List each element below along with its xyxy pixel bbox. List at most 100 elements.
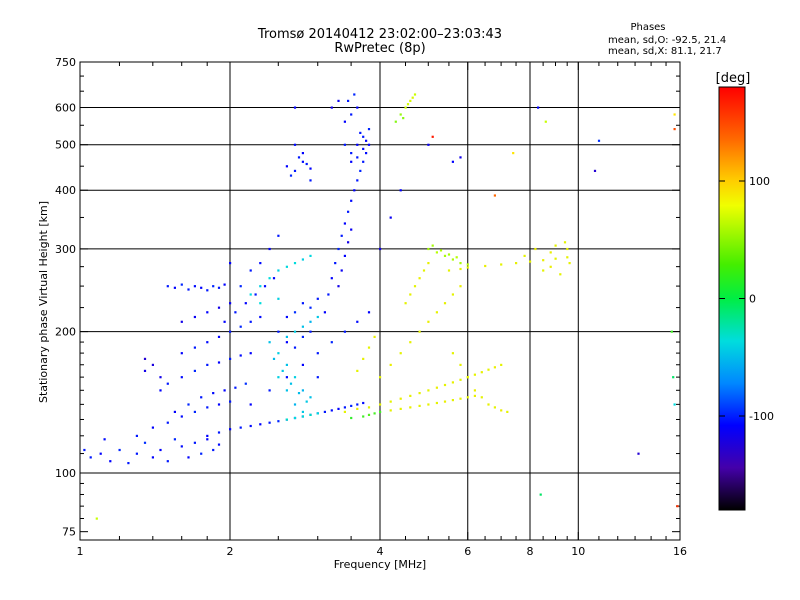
data-point: [337, 285, 340, 288]
data-point: [301, 410, 304, 413]
data-point: [223, 389, 226, 392]
data-point: [83, 448, 86, 452]
data-point: [263, 285, 267, 288]
data-point: [466, 396, 469, 399]
data-point: [206, 341, 209, 344]
data-point: [180, 445, 183, 448]
data-point: [285, 315, 288, 319]
data-point: [356, 156, 359, 159]
x-tick-label: 4: [377, 545, 384, 558]
data-point: [350, 152, 353, 155]
data-point: [239, 426, 242, 429]
data-point: [293, 169, 297, 172]
data-point: [554, 257, 557, 260]
data-point: [399, 407, 402, 410]
data-point: [350, 160, 353, 163]
data-point: [493, 194, 496, 197]
data-point: [676, 505, 679, 508]
data-point: [166, 285, 169, 288]
x-tick-label: 8: [527, 545, 534, 558]
data-point: [193, 346, 196, 349]
data-point: [293, 106, 297, 109]
data-point: [515, 262, 518, 265]
data-point: [356, 403, 359, 406]
data-point: [277, 352, 280, 355]
data-point: [356, 179, 359, 182]
data-point: [309, 306, 312, 309]
data-point: [356, 106, 359, 109]
data-point: [180, 320, 183, 323]
data-point: [249, 424, 252, 428]
data-point: [166, 382, 169, 385]
y-tick-label: 500: [55, 139, 76, 152]
colorbar-tick-label: -100: [749, 410, 774, 423]
data-point: [362, 357, 365, 360]
y-tick-label: 75: [62, 526, 76, 539]
data-point: [367, 413, 371, 416]
data-point: [323, 410, 326, 413]
data-point: [343, 143, 346, 146]
data-point: [234, 311, 237, 314]
data-point: [353, 93, 356, 96]
data-point: [539, 493, 542, 496]
x-tick-label: 6: [464, 545, 471, 558]
data-point: [330, 341, 333, 344]
data-point: [173, 410, 176, 413]
data-point: [563, 241, 567, 244]
data-point: [435, 251, 438, 254]
data-point: [554, 244, 557, 247]
data-point: [301, 363, 304, 366]
axis-ticks: [79, 61, 681, 540]
data-point: [272, 357, 276, 360]
data-point: [379, 376, 382, 379]
data-point: [362, 401, 365, 405]
data-point: [239, 354, 242, 357]
data-point: [206, 438, 209, 441]
data-point: [418, 392, 421, 395]
data-point: [337, 247, 340, 251]
data-point: [89, 456, 92, 459]
chart-subtitle: RwPretec (8p): [334, 41, 425, 56]
x-tick-label: 2: [227, 545, 234, 558]
data-point: [193, 441, 196, 444]
data-point: [249, 320, 252, 323]
data-point: [427, 389, 430, 392]
data-point: [229, 400, 232, 403]
data-point: [173, 438, 176, 441]
data-point: [301, 160, 304, 163]
data-point: [309, 179, 312, 182]
chart-title: Tromsø 20140412 23:02:00–23:03:43: [257, 27, 502, 42]
data-points: [83, 93, 679, 520]
data-point: [512, 152, 515, 155]
data-point: [187, 288, 190, 291]
data-point: [159, 376, 162, 379]
data-point: [399, 113, 402, 116]
data-point: [249, 269, 252, 272]
data-point: [281, 369, 284, 372]
x-axis-label: Frequency [MHz]: [334, 558, 426, 571]
data-point: [422, 269, 426, 272]
data-point: [293, 403, 297, 406]
data-point: [343, 330, 346, 333]
data-point: [409, 341, 412, 344]
data-point: [347, 210, 350, 213]
data-point: [217, 335, 221, 338]
data-point: [568, 262, 571, 265]
data-point: [566, 256, 569, 259]
colorbar-tick-label: 100: [749, 175, 770, 188]
data-point: [443, 383, 447, 387]
data-point: [343, 254, 346, 257]
data-point: [435, 386, 438, 389]
data-point: [373, 412, 376, 415]
data-point: [301, 389, 304, 392]
data-point: [362, 415, 365, 418]
data-point: [447, 269, 451, 272]
data-point: [200, 452, 203, 455]
data-point: [323, 311, 326, 314]
data-point: [362, 147, 365, 150]
data-point: [244, 302, 247, 305]
data-point: [459, 378, 462, 381]
data-point: [473, 389, 476, 392]
data-point: [337, 99, 340, 102]
data-point: [297, 156, 301, 159]
